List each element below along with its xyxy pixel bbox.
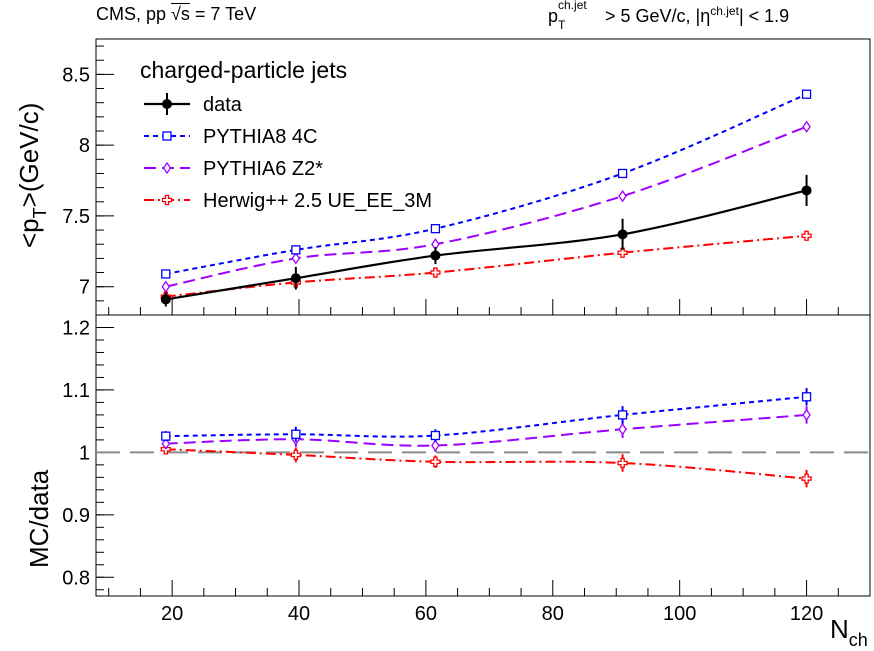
legend-item: Herwig++ 2.5 UE_EE_3M xyxy=(144,190,432,212)
data-point xyxy=(161,269,171,279)
top-panel: 7 7.5 8 8.5 charged-particle jets data PYTHI… xyxy=(62,38,871,316)
x-tick-label: 20 xyxy=(161,603,183,625)
data-point xyxy=(617,457,628,469)
series-line xyxy=(165,93,807,275)
data-point xyxy=(430,250,441,261)
header-cut-text: > 5 GeV/c, |η xyxy=(600,6,711,26)
header-eta-cut: | < 1.9 xyxy=(738,6,790,26)
y-tick-label: 1.1 xyxy=(62,380,90,402)
y-tick-label: 8 xyxy=(79,135,90,157)
legend-label: PYTHIA6 Z2* xyxy=(203,158,323,180)
y-tick-label: 1.2 xyxy=(62,317,90,339)
header-left: CMS, pp √s = 7 TeV xyxy=(96,4,256,25)
data-point xyxy=(801,392,812,402)
bottom-panel: 0.8 0.9 1 1.1 1.2 20 40 60 80 100 120 xyxy=(62,314,871,625)
series-pythia8-4c xyxy=(161,388,812,442)
x-tick-label: 100 xyxy=(663,603,696,625)
legend-marker xyxy=(161,194,173,206)
data-point xyxy=(801,473,812,484)
bottom-y-axis-label: MC/data xyxy=(24,469,54,568)
series-pythia6-z2- xyxy=(161,120,811,293)
x-tick-label: 120 xyxy=(790,603,823,625)
legend-marker xyxy=(162,161,172,175)
series-line xyxy=(165,234,807,298)
legend-title: charged-particle jets xyxy=(140,57,347,83)
data-point xyxy=(617,168,628,179)
y-tick-label: 8.5 xyxy=(62,64,90,86)
data-point xyxy=(618,423,627,436)
legend-item: data xyxy=(144,93,243,116)
legend-label: data xyxy=(203,94,243,116)
bottom-plot-frame xyxy=(95,314,871,597)
data-point xyxy=(161,431,171,441)
legend-label: PYTHIA8 4C xyxy=(203,126,317,148)
data-point xyxy=(430,267,441,278)
data-point xyxy=(617,247,628,258)
y-tick-label: 1 xyxy=(79,442,90,464)
header-experiment: CMS, pp xyxy=(96,4,172,24)
legend: charged-particle jets data PYTHIA8 4C PYTH… xyxy=(140,57,432,212)
header-pt-sup: ch.jet xyxy=(558,0,587,12)
series-line xyxy=(165,189,807,301)
data-point xyxy=(802,120,811,133)
legend-marker xyxy=(162,131,172,141)
data-point xyxy=(291,252,301,265)
legend-item: PYTHIA8 4C xyxy=(144,126,317,148)
series-pythia6-z2- xyxy=(161,406,811,452)
data-point xyxy=(430,224,441,234)
data-point xyxy=(618,189,627,203)
data-point xyxy=(617,229,628,240)
data-point xyxy=(801,89,812,99)
data-point xyxy=(801,230,812,241)
legend-marker xyxy=(162,99,172,109)
legend-label: Herwig++ 2.5 UE_EE_3M xyxy=(203,190,432,212)
top-y-axis-label: <pT>(GeV/c) xyxy=(14,103,50,248)
header-pt-symbol: p xyxy=(548,6,559,26)
header-pt-sub: T xyxy=(558,18,566,32)
y-tick-label: 7.5 xyxy=(62,206,90,228)
x-tick-label: 40 xyxy=(288,603,310,625)
data-point xyxy=(802,408,811,422)
y-tick-label: 0.8 xyxy=(62,567,90,589)
legend-item: PYTHIA6 Z2* xyxy=(144,158,323,180)
data-point xyxy=(431,439,440,452)
data-point xyxy=(160,294,171,305)
data-point xyxy=(617,410,628,420)
header-sqrt-s: √s xyxy=(171,4,190,24)
data-point xyxy=(290,449,301,461)
data-point xyxy=(430,456,441,467)
series-line xyxy=(165,395,807,438)
data-point xyxy=(801,185,812,196)
x-tick-label: 60 xyxy=(415,603,437,625)
data-point xyxy=(291,245,301,255)
x-tick-label: 80 xyxy=(542,603,564,625)
header-right: p ch.jet T > 5 GeV/c, |ηch.jet| < 1.9 xyxy=(548,0,790,32)
series-line xyxy=(165,448,807,480)
series-line xyxy=(165,125,807,288)
series-herwig-2-5-ue-ee-3m xyxy=(160,444,812,488)
series-line xyxy=(165,413,807,447)
header-energy: = 7 TeV xyxy=(189,4,257,24)
y-tick-label: 7 xyxy=(79,277,90,299)
data-point xyxy=(161,280,171,293)
header-eta-sup: ch.jet xyxy=(710,4,739,18)
data-point xyxy=(290,273,301,284)
data-point xyxy=(291,429,301,439)
y-tick-label: 0.9 xyxy=(62,505,90,527)
data-point xyxy=(161,437,171,450)
series-pythia8-4c xyxy=(161,89,812,279)
x-axis-label: Nch xyxy=(830,614,868,650)
data-point xyxy=(430,430,441,441)
series-data xyxy=(160,174,812,307)
